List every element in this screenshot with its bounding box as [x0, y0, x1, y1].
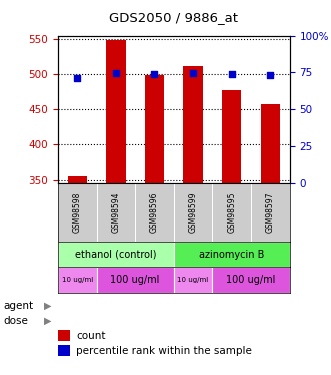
Point	[152, 70, 157, 76]
Bar	[174, 267, 213, 292]
Text: azinomycin B: azinomycin B	[199, 250, 264, 259]
Point	[74, 75, 80, 81]
Text: GSM98598: GSM98598	[73, 192, 82, 233]
Point	[113, 70, 118, 76]
Text: GDS2050 / 9886_at: GDS2050 / 9886_at	[109, 11, 238, 24]
Text: GSM98599: GSM98599	[189, 192, 198, 233]
Text: 10 ug/ml: 10 ug/ml	[177, 277, 209, 283]
Text: 100 ug/ml: 100 ug/ml	[226, 275, 276, 285]
Text: dose: dose	[3, 316, 28, 326]
Bar	[145, 75, 164, 183]
Text: GSM98596: GSM98596	[150, 192, 159, 233]
Bar	[260, 104, 280, 183]
Text: percentile rank within the sample: percentile rank within the sample	[76, 346, 252, 355]
Point	[268, 72, 273, 78]
Text: 100 ug/ml: 100 ug/ml	[111, 275, 160, 285]
Text: 10 ug/ml: 10 ug/ml	[62, 277, 93, 283]
Bar	[68, 176, 87, 183]
Text: GSM98595: GSM98595	[227, 192, 236, 233]
Bar	[106, 40, 125, 183]
Text: ▶: ▶	[44, 301, 52, 310]
Bar	[58, 267, 97, 292]
Text: agent: agent	[3, 301, 33, 310]
Text: GSM98594: GSM98594	[111, 192, 120, 233]
Bar	[97, 267, 174, 292]
Text: GSM98597: GSM98597	[266, 192, 275, 233]
Bar	[222, 90, 241, 183]
Bar	[174, 242, 290, 267]
Point	[229, 70, 234, 76]
Text: ▶: ▶	[44, 316, 52, 326]
Bar	[58, 242, 174, 267]
Point	[190, 70, 196, 76]
Text: count: count	[76, 331, 106, 340]
Bar	[213, 267, 290, 292]
Text: ethanol (control): ethanol (control)	[75, 250, 157, 259]
Bar	[183, 66, 203, 183]
